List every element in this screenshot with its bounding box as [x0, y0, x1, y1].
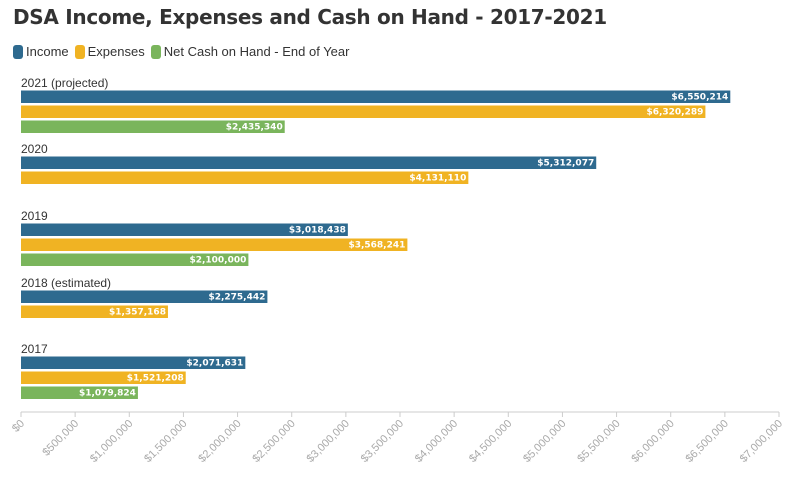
- legend-swatch-expenses: [74, 44, 85, 59]
- category-label: 2017: [21, 342, 48, 356]
- category-label: 2021 (projected): [21, 76, 108, 90]
- bar-expenses: [21, 371, 186, 384]
- bar-income: [21, 223, 348, 236]
- bar-income: [21, 156, 597, 169]
- bar-value-label: $2,435,340: [226, 123, 283, 133]
- legend-swatch-net-cash: [150, 44, 161, 59]
- legend-item-net-cash[interactable]: Net Cash on Hand - End of Year: [150, 44, 350, 59]
- legend-item-expenses[interactable]: Expenses: [74, 44, 145, 59]
- bar-value-label: $2,100,000: [189, 256, 246, 266]
- bar-value-label: $1,357,168: [109, 308, 166, 318]
- bar-net: [21, 120, 285, 133]
- category-label: 2018 (estimated): [21, 276, 111, 290]
- category-label: 2020: [21, 142, 48, 156]
- legend-item-income[interactable]: Income: [13, 44, 69, 59]
- x-tick-label: $6,000,000: [629, 418, 676, 465]
- x-tick-label: $7,000,000: [738, 418, 785, 465]
- bar-value-label: $1,079,824: [79, 389, 136, 399]
- legend: Income Expenses Net Cash on Hand - End o…: [13, 44, 355, 59]
- bar-expenses: [21, 171, 469, 184]
- x-tick-label: $4,000,000: [413, 418, 460, 465]
- legend-label-expenses: Expenses: [87, 44, 145, 59]
- bar-value-label: $3,018,438: [289, 226, 346, 236]
- bar-value-label: $5,312,077: [537, 159, 594, 169]
- x-tick-label: $5,500,000: [575, 418, 622, 465]
- bar-net: [21, 386, 138, 399]
- x-tick-label: $4,500,000: [467, 418, 514, 465]
- category-label: 2019: [21, 209, 48, 223]
- legend-label-net-cash: Net Cash on Hand - End of Year: [163, 44, 350, 59]
- x-tick-label: $2,000,000: [196, 418, 243, 465]
- bar-income: [21, 90, 731, 103]
- x-tick-label: $5,000,000: [521, 418, 568, 465]
- x-tick-label: $6,500,000: [684, 418, 731, 465]
- legend-swatch-income: [13, 44, 23, 59]
- x-tick-label: $1,500,000: [142, 418, 189, 465]
- bar-value-label: $6,320,289: [646, 108, 703, 118]
- bar-value-label: $1,521,208: [127, 374, 184, 384]
- x-tick-label: $0: [10, 418, 27, 435]
- bar-net: [21, 253, 249, 266]
- legend-label-income: Income: [26, 44, 69, 59]
- bar-value-label: $6,550,214: [671, 93, 728, 103]
- bar-income: [21, 290, 268, 303]
- bar-value-label: $2,071,631: [186, 359, 243, 369]
- bar-expenses: [21, 305, 168, 318]
- x-tick-label: $1,000,000: [88, 418, 135, 465]
- x-tick-label: $500,000: [40, 418, 81, 459]
- bar-expenses: [21, 105, 706, 118]
- bar-value-label: $3,568,241: [348, 241, 405, 251]
- bar-expenses: [21, 238, 408, 251]
- x-tick-label: $3,000,000: [305, 418, 352, 465]
- chart-title: DSA Income, Expenses and Cash on Hand - …: [13, 5, 607, 29]
- x-tick-label: $3,500,000: [359, 418, 406, 465]
- x-tick-label: $2,500,000: [250, 418, 297, 465]
- bar-value-label: $4,131,110: [409, 174, 466, 184]
- bar-income: [21, 356, 246, 369]
- bar-value-label: $2,275,442: [208, 293, 265, 303]
